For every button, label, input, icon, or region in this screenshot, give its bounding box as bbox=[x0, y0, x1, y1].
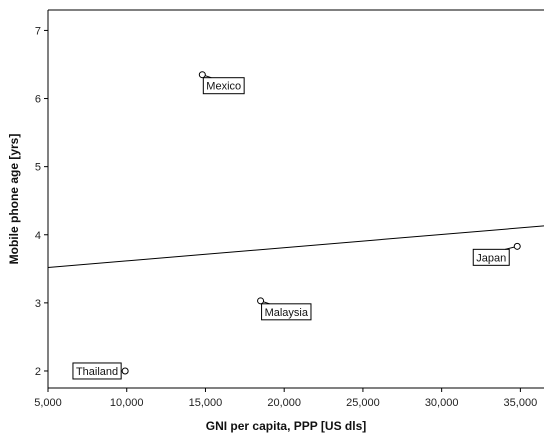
y-axis: 2 3 4 5 6 7 bbox=[35, 9, 544, 388]
point-marker bbox=[121, 367, 129, 375]
x-tick-label: 15,000 bbox=[189, 397, 223, 409]
point-marker bbox=[257, 297, 265, 305]
y-tick-label: 2 bbox=[35, 366, 41, 378]
x-tick-label: 5,000 bbox=[34, 397, 62, 409]
point-label: Thailand bbox=[76, 366, 118, 378]
x-axis: 5,000 10,000 15,000 20,000 25,000 30,000 35,00… bbox=[34, 387, 544, 409]
point-label-box bbox=[472, 248, 510, 266]
y-tick-label: 7 bbox=[35, 25, 41, 37]
fit-line-group bbox=[47, 225, 544, 268]
point-label-box bbox=[261, 303, 312, 321]
point-marker bbox=[198, 71, 206, 79]
data-point-malaysia: Malaysia bbox=[257, 297, 312, 321]
fit-line bbox=[47, 225, 544, 268]
y-axis-title: Mobile phone age [yrs] bbox=[7, 134, 21, 265]
point-label: Japan bbox=[476, 252, 506, 264]
x-axis-title: GNI per capita, PPP [US dls] bbox=[206, 419, 367, 433]
data-point-thailand: Thailand bbox=[72, 362, 129, 380]
point-marker bbox=[513, 242, 521, 250]
y-tick-label: 4 bbox=[35, 230, 41, 242]
x-tick-label: 25,000 bbox=[346, 397, 380, 409]
x-tick-label: 10,000 bbox=[110, 397, 144, 409]
x-tick-label: 30,000 bbox=[425, 397, 459, 409]
point-label: Mexico bbox=[206, 81, 241, 93]
data-point-japan: Japan bbox=[472, 242, 521, 266]
x-tick-label: 35,000 bbox=[504, 397, 538, 409]
y-tick-label: 3 bbox=[35, 298, 41, 310]
x-tick-label: 20,000 bbox=[267, 397, 301, 409]
y-tick-label: 5 bbox=[35, 162, 41, 174]
point-label-box bbox=[202, 77, 245, 95]
data-point-mexico: Mexico bbox=[198, 71, 245, 95]
points-group: Mexico Malaysia Japan Thailand bbox=[72, 71, 521, 380]
y-tick-label: 6 bbox=[35, 94, 41, 106]
point-label: Malaysia bbox=[265, 307, 309, 319]
